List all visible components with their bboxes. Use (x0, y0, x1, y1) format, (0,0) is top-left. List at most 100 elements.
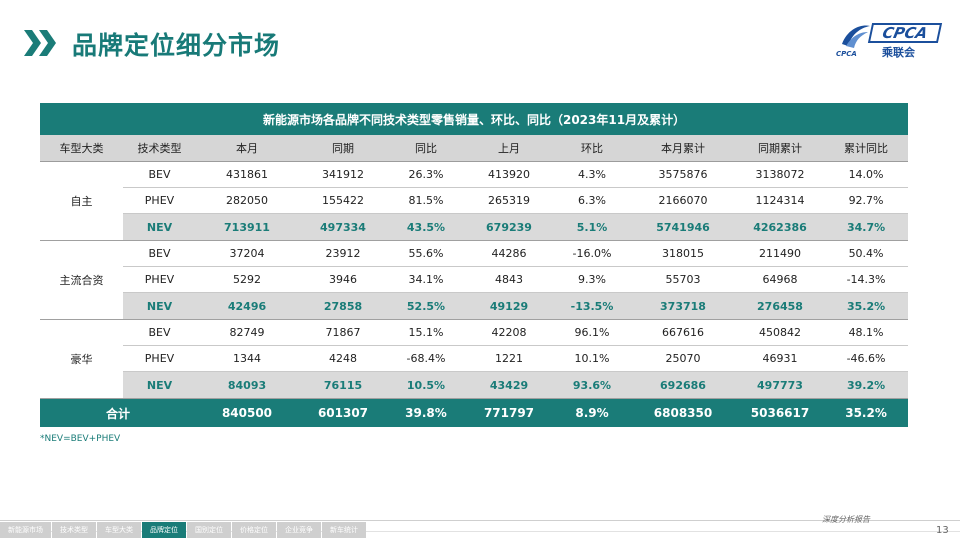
table-cell: 10.1% (554, 345, 630, 372)
table-cell: 42496 (196, 292, 298, 320)
logo-small-text: CPCA (836, 50, 857, 58)
column-header: 同期 (298, 135, 388, 162)
table-cell: 6808350 (630, 398, 736, 427)
table-cell: NEV (123, 213, 196, 241)
logo-brand: CPCA (867, 23, 943, 43)
table-cell: 34.1% (388, 266, 464, 293)
table-cell: 10.5% (388, 371, 464, 399)
footer-nav-item[interactable]: 品牌定位 (142, 522, 186, 538)
table-cell: 48.1% (824, 319, 909, 346)
table-cell: BEV (123, 240, 196, 267)
table-cell: -16.0% (554, 240, 630, 267)
table-cell: 50.4% (824, 240, 909, 267)
group-label: 自主 (40, 161, 123, 241)
table-cell: 692686 (630, 371, 736, 399)
footer-nav-item[interactable]: 价格定位 (232, 522, 276, 538)
table-cell: 431861 (196, 161, 298, 188)
table-cell: 5036617 (736, 398, 824, 427)
logo-cn: 乘联会 (882, 46, 915, 59)
table-cell: BEV (123, 161, 196, 188)
table-cell: 373718 (630, 292, 736, 320)
table-cell: 44286 (464, 240, 554, 267)
table-row: 豪华 BEV 82749 71867 15.1% 42208 96.1% 667616 4508… (40, 319, 909, 399)
table-header-row: 车型大类 技术类型 本月 同期 同比 上月 环比 本月累计 同期累计 累计同比 (40, 135, 909, 162)
table-cell: 1221 (464, 345, 554, 372)
footer-nav-item[interactable]: 国别定位 (187, 522, 231, 538)
table-cell: 4.3% (554, 161, 630, 188)
table-title: 新能源市场各品牌不同技术类型零售销量、环比、同比（2023年11月及累计） (40, 103, 909, 135)
table-cell: -13.5% (554, 292, 630, 320)
table-cell: 27858 (298, 292, 388, 320)
table-cell: 211490 (736, 240, 824, 267)
table-cell: 3138072 (736, 161, 824, 188)
footer-nav-item[interactable]: 企业竞争 (277, 522, 321, 538)
table-cell: 55.6% (388, 240, 464, 267)
table-cell: 23912 (298, 240, 388, 267)
table-cell: PHEV (123, 266, 196, 293)
footer-nav-item[interactable]: 技术类型 (52, 522, 96, 538)
table-row-total: 合计 840500 601307 39.8% 771797 8.9% 6808350 5036… (40, 398, 909, 427)
column-header: 车型大类 (40, 135, 123, 162)
group-label: 豪华 (40, 319, 123, 399)
table-cell: 667616 (630, 319, 736, 346)
table-cell: 93.6% (554, 371, 630, 399)
table-cell: 71867 (298, 319, 388, 346)
table-row-nev: NEV 713911 497334 43.5% 679239 5.1% 5741946 426… (40, 213, 909, 241)
table-row: 自主 BEV 431861 341912 26.3% 413920 4.3% 3575876 3… (40, 161, 909, 241)
table-cell: 82749 (196, 319, 298, 346)
table-cell: 15.1% (388, 319, 464, 346)
table-cell: 43429 (464, 371, 554, 399)
table-cell: 34.7% (824, 213, 909, 241)
table-cell: 1124314 (736, 187, 824, 214)
footer-nav-item[interactable]: 新能源市场 (0, 522, 51, 538)
table-cell: 4248 (298, 345, 388, 372)
table-cell: 341912 (298, 161, 388, 188)
table-row: PHEV 5292 3946 34.1% 4843 9.3% 55703 64968 -14.3… (40, 266, 909, 293)
table-cell: BEV (123, 319, 196, 346)
table-cell: 713911 (196, 213, 298, 241)
table-cell: 64968 (736, 266, 824, 293)
page-number: 13 (936, 525, 949, 536)
table-cell: 35.2% (824, 398, 909, 427)
table-cell: 84093 (196, 371, 298, 399)
table-cell: 81.5% (388, 187, 464, 214)
footer-nav-item[interactable]: 车型大类 (97, 522, 141, 538)
table-cell: NEV (123, 371, 196, 399)
table-row-nev: NEV 42496 27858 52.5% 49129 -13.5% 373718 27645… (40, 292, 909, 320)
footer-nav-item[interactable]: 新车统计 (322, 522, 366, 538)
slogan: 深度分析报告 (822, 515, 870, 524)
table-cell: 497334 (298, 213, 388, 241)
column-header: 环比 (554, 135, 630, 162)
table-cell: 26.3% (388, 161, 464, 188)
table-cell: 96.1% (554, 319, 630, 346)
table-cell: 276458 (736, 292, 824, 320)
table-cell: 3575876 (630, 161, 736, 188)
table-cell: 42208 (464, 319, 554, 346)
table-cell: 679239 (464, 213, 554, 241)
table-row: PHEV 1344 4248 -68.4% 1221 10.1% 25070 46931 -46… (40, 345, 909, 372)
table-cell: 6.3% (554, 187, 630, 214)
table-cell: 5741946 (630, 213, 736, 241)
table-cell: 5292 (196, 266, 298, 293)
table-cell: 5.1% (554, 213, 630, 241)
table-cell: 39.2% (824, 371, 909, 399)
table-cell: 771797 (464, 398, 554, 427)
table-cell: 55703 (630, 266, 736, 293)
table-cell: 413920 (464, 161, 554, 188)
table-cell: -14.3% (824, 266, 909, 293)
page-title: 品牌定位细分市场 (72, 31, 281, 60)
table-cell: 39.8% (388, 398, 464, 427)
chevron-right-icon (24, 30, 56, 56)
table-cell: -46.6% (824, 345, 909, 372)
table-cell: 601307 (298, 398, 388, 427)
column-header: 同期累计 (736, 135, 824, 162)
column-header: 上月 (464, 135, 554, 162)
table-cell: 2166070 (630, 187, 736, 214)
table-cell: 9.3% (554, 266, 630, 293)
table-cell: 46931 (736, 345, 824, 372)
sales-table: 新能源市场各品牌不同技术类型零售销量、环比、同比（2023年11月及累计） 车型… (40, 103, 909, 427)
table-cell: 52.5% (388, 292, 464, 320)
table-cell: 155422 (298, 187, 388, 214)
table-cell: 1344 (196, 345, 298, 372)
column-header: 同比 (388, 135, 464, 162)
